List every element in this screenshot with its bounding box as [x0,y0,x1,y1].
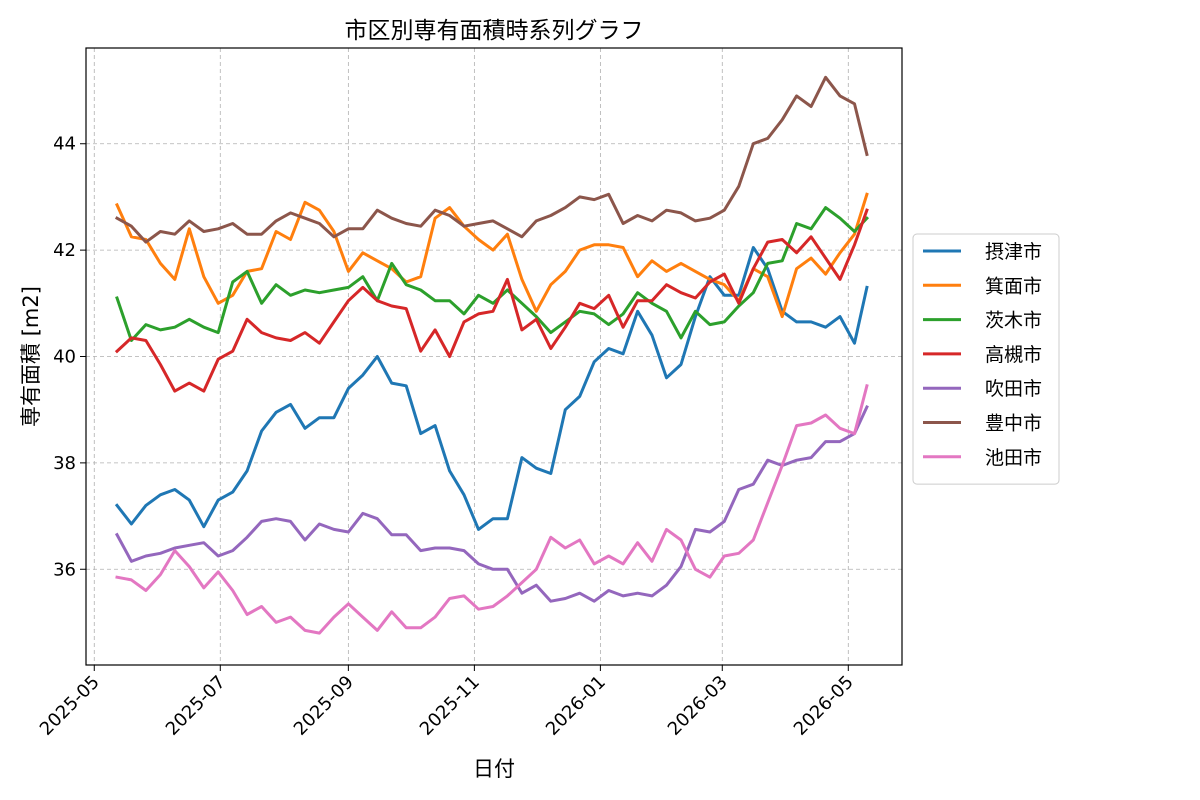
y-tick-label: 42 [53,240,76,261]
series-lines [114,75,870,635]
legend-label: 吹田市 [985,378,1042,400]
series-line-4 [114,405,869,603]
legend-label: 摂津市 [985,241,1042,263]
legend-label: 高槻市 [985,344,1042,366]
series-line-0 [114,246,869,531]
x-axis-title: 日付 [473,757,515,781]
y-axis-title: 専有面積 [m2] [19,286,43,427]
legend-label: 茨木市 [985,310,1042,332]
y-tick-label: 44 [53,134,76,155]
y-tick-label: 36 [53,559,76,580]
series-line-6 [115,383,869,635]
legend-label: 箕面市 [985,275,1042,297]
chart-title: 市区別専有面積時系列グラフ [345,18,644,44]
series-line-3 [114,208,869,393]
legend-label: 豊中市 [985,413,1042,435]
y-tick-label: 40 [53,347,76,368]
legend-label: 池田市 [985,447,1042,469]
series-line-2 [115,206,870,342]
series-line-5 [114,75,869,244]
y-tick-label: 38 [53,453,76,474]
